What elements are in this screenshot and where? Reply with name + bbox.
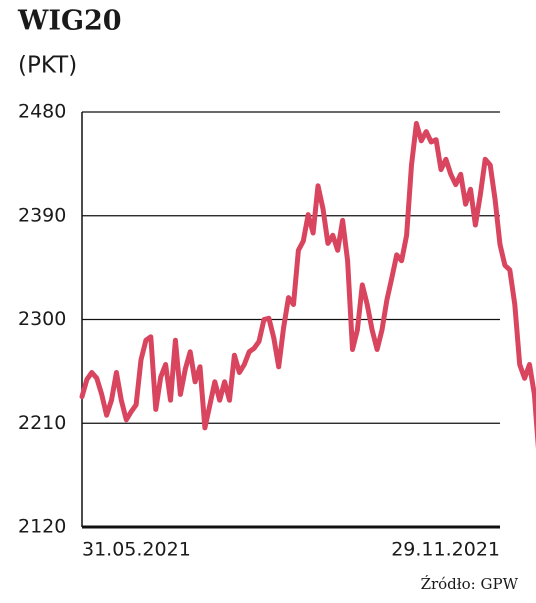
y-tick-label: 2480 — [18, 101, 66, 123]
y-tick-label: 2300 — [18, 308, 66, 330]
source: Źródło: GPW — [421, 575, 519, 593]
y-tick-label: 2390 — [18, 204, 66, 226]
x-tick-label: 29.11.2021 — [391, 539, 500, 561]
y-tick-label: 2120 — [18, 516, 66, 538]
data-line — [79, 121, 536, 450]
x-tick-label: 31.05.2021 — [82, 539, 191, 561]
y-tick-label: 2210 — [18, 412, 66, 434]
chart-title: WIG20 — [17, 6, 122, 37]
chart-subtitle: (PKT) — [18, 53, 77, 79]
